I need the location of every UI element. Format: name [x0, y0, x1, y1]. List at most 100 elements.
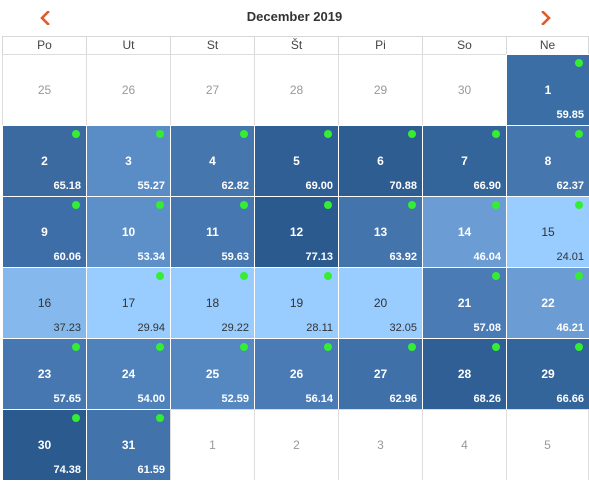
availability-dot-icon [324, 272, 332, 280]
day-number: 5 [544, 438, 551, 452]
day-number: 25 [205, 367, 220, 381]
calendar-day-cell[interactable]: 25 52.59 [170, 338, 254, 409]
calendar-day-cell[interactable]: 8 62.37 [506, 125, 589, 196]
availability-dot-icon [492, 130, 500, 138]
day-number: 26 [289, 367, 304, 381]
calendar-day-cell[interactable]: 14 46.04 [422, 196, 506, 267]
day-number: 1 [209, 438, 216, 452]
calendar-day-cell[interactable]: 10 53.34 [86, 196, 170, 267]
calendar-day-cell-outside: 26 [86, 54, 170, 125]
calendar-day-cell[interactable]: 31 61.59 [86, 409, 170, 480]
calendar-day-cell[interactable]: 4 62.82 [170, 125, 254, 196]
day-number: 31 [121, 438, 136, 452]
day-number: 2 [41, 154, 48, 168]
availability-dot-icon [72, 130, 80, 138]
day-number: 14 [457, 225, 472, 239]
weekday-label: St [170, 37, 254, 55]
availability-dot-icon [575, 130, 583, 138]
calendar-day-cell[interactable]: 7 66.90 [422, 125, 506, 196]
day-number: 11 [206, 225, 219, 239]
calendar-day-cell[interactable]: 9 60.06 [2, 196, 86, 267]
day-number: 25 [37, 83, 52, 97]
calendar-day-cell[interactable]: 18 29.22 [170, 267, 254, 338]
calendar-day-cell[interactable]: 15 24.01 [506, 196, 589, 267]
calendar-day-cell-outside: 3 [338, 409, 422, 480]
day-price: 77.13 [305, 251, 333, 263]
availability-dot-icon [408, 201, 416, 209]
weekday-header-row: Po Ut St Št Pi So Ne [2, 36, 589, 55]
day-price: 52.59 [221, 393, 249, 405]
day-price: 32.05 [389, 322, 417, 334]
day-number: 26 [121, 83, 136, 97]
day-number: 21 [457, 296, 472, 310]
calendar-day-cell[interactable]: 22 46.21 [506, 267, 589, 338]
calendar-day-cell[interactable]: 2 65.18 [2, 125, 86, 196]
calendar-day-cell[interactable]: 3 55.27 [86, 125, 170, 196]
day-number: 23 [37, 367, 52, 381]
calendar-day-cell[interactable]: 24 54.00 [86, 338, 170, 409]
availability-dot-icon [408, 130, 416, 138]
day-number: 27 [373, 367, 388, 381]
calendar-day-cell[interactable]: 6 70.88 [338, 125, 422, 196]
calendar-day-cell[interactable]: 11 59.63 [170, 196, 254, 267]
calendar-day-cell[interactable]: 5 69.00 [254, 125, 338, 196]
day-price: 28.11 [306, 322, 333, 334]
day-price: 66.90 [473, 180, 501, 192]
calendar-day-cell-outside: 28 [254, 54, 338, 125]
calendar-day-cell-outside: 5 [506, 409, 589, 480]
availability-dot-icon [492, 201, 500, 209]
calendar-day-cell[interactable]: 12 77.13 [254, 196, 338, 267]
calendar-day-cell[interactable]: 30 74.38 [2, 409, 86, 480]
day-number: 5 [293, 154, 300, 168]
calendar-day-cell[interactable]: 21 57.08 [422, 267, 506, 338]
calendar-day-cell[interactable]: 20 32.05 [338, 267, 422, 338]
availability-dot-icon [492, 272, 500, 280]
calendar-day-cell[interactable]: 1 59.85 [506, 54, 589, 125]
availability-dot-icon [156, 130, 164, 138]
day-price: 62.82 [221, 180, 249, 192]
calendar-day-cell-outside: 4 [422, 409, 506, 480]
availability-dot-icon [575, 343, 583, 351]
next-month-button[interactable] [534, 6, 558, 30]
day-number: 22 [541, 296, 555, 310]
day-price: 59.85 [556, 109, 584, 121]
day-price: 46.21 [556, 322, 584, 334]
month-title: December 2019 [246, 9, 343, 24]
day-price: 68.26 [473, 393, 501, 405]
day-price: 61.59 [137, 464, 165, 476]
day-number: 7 [461, 154, 468, 168]
day-number: 2 [293, 438, 300, 452]
day-price: 57.65 [53, 393, 81, 405]
day-price: 46.04 [473, 251, 501, 263]
availability-dot-icon [492, 343, 500, 351]
calendar-day-cell-outside: 1 [170, 409, 254, 480]
prev-month-button[interactable] [33, 6, 57, 30]
calendar-day-cell[interactable]: 28 68.26 [422, 338, 506, 409]
calendar-day-cell[interactable]: 26 56.14 [254, 338, 338, 409]
day-number: 3 [377, 438, 384, 452]
chevron-left-icon [40, 11, 50, 25]
day-price: 62.37 [556, 180, 584, 192]
availability-dot-icon [240, 343, 248, 351]
day-number: 27 [205, 83, 220, 97]
calendar-day-cell[interactable]: 29 66.66 [506, 338, 589, 409]
day-price: 29.94 [137, 322, 165, 334]
calendar-day-cell-outside: 27 [170, 54, 254, 125]
day-number: 28 [289, 83, 304, 97]
availability-dot-icon [240, 130, 248, 138]
calendar-day-cell[interactable]: 27 62.96 [338, 338, 422, 409]
calendar-day-cell[interactable]: 13 63.92 [338, 196, 422, 267]
calendar-day-cell-outside: 2 [254, 409, 338, 480]
calendar-day-cell[interactable]: 17 29.94 [86, 267, 170, 338]
day-number: 19 [289, 296, 304, 310]
day-price: 60.06 [53, 251, 81, 263]
calendar-day-cell[interactable]: 23 57.65 [2, 338, 86, 409]
day-price: 37.23 [53, 322, 81, 334]
calendar-day-cell[interactable]: 16 37.23 [2, 267, 86, 338]
availability-dot-icon [156, 272, 164, 280]
calendar-day-cell[interactable]: 19 28.11 [254, 267, 338, 338]
calendar-header: December 2019 [0, 0, 589, 36]
day-price: 65.18 [53, 180, 81, 192]
day-price: 54.00 [137, 393, 165, 405]
